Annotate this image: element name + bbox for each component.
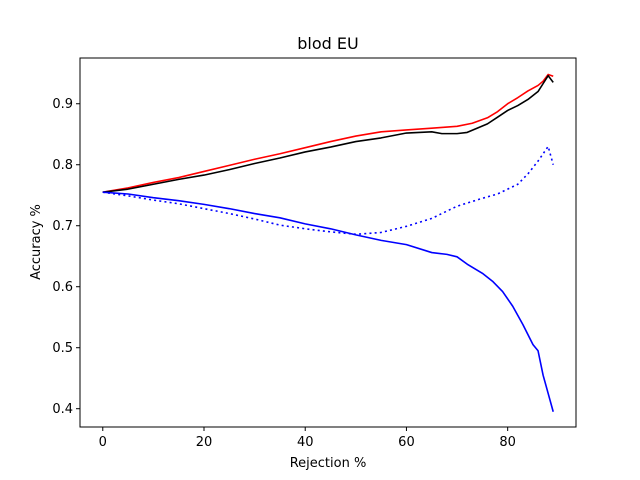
x-tick-label: 40 — [297, 435, 314, 450]
x-axis-label: Rejection % — [290, 456, 367, 471]
chart-title: blod EU — [297, 34, 358, 53]
y-tick-label: 0.7 — [52, 219, 73, 234]
series-line-2 — [102, 74, 554, 193]
y-axis: 0.4 0.5 0.6 0.7 0.8 0.9 — [52, 97, 80, 417]
y-tick-label: 0.8 — [52, 158, 73, 173]
x-tick-label: 80 — [499, 435, 516, 450]
series-line-1 — [102, 73, 554, 193]
y-tick-label: 0.9 — [52, 97, 73, 112]
y-tick-label: 0.4 — [52, 402, 73, 417]
x-tick-label: 60 — [398, 435, 415, 450]
y-tick-label: 0.6 — [52, 280, 73, 295]
x-axis: 0 20 40 60 80 — [99, 427, 516, 450]
y-axis-label: Accuracy % — [29, 204, 44, 280]
series-line-3 — [102, 145, 554, 236]
x-tick-label: 20 — [196, 435, 213, 450]
x-tick-label: 0 — [99, 435, 107, 450]
series-line-4 — [102, 191, 554, 412]
plot-frame — [79, 57, 577, 428]
y-tick-label: 0.5 — [52, 341, 73, 356]
series-layer — [102, 73, 554, 412]
